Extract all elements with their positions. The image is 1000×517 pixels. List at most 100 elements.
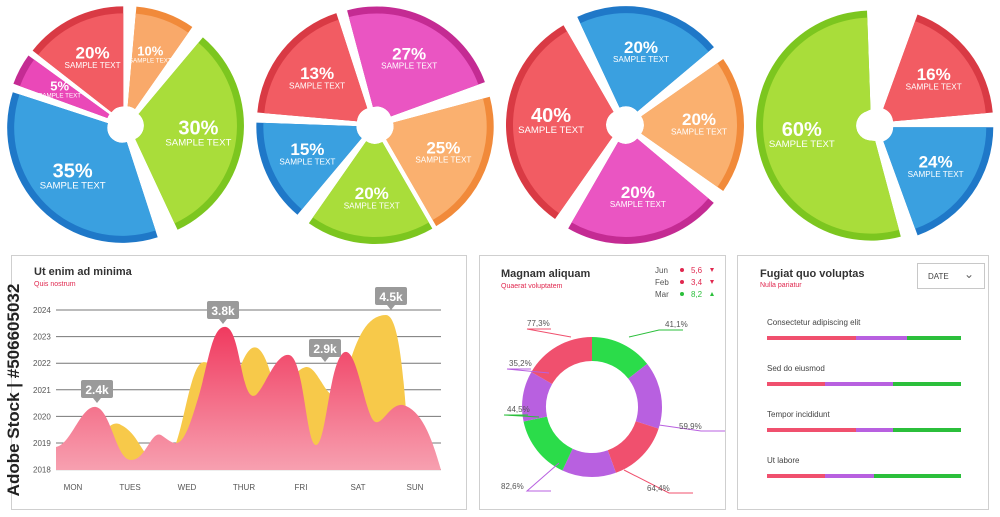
bar-label: Consectetur adipiscing elit [767,318,861,327]
pie-slice: 20%SAMPLE TEXT [641,59,745,191]
pie-slice-value: 60% [782,119,822,141]
pie-slice-fill [513,31,614,214]
donut-chart-subtitle: Quaerat voluptatem [501,283,563,290]
pie-slice: 25%SAMPLE TEXT [386,96,494,227]
value-callout: 2.4k [81,380,113,403]
donut-segment [628,363,662,429]
value-callout: 3.8k [207,301,239,324]
pie-slice: 20% SAMPLE TEXT [32,6,124,113]
stacked-bar [767,382,961,386]
bar-label: Tempor incididunt [767,410,830,419]
bar-segment [873,474,961,478]
callout-pointer [93,398,101,403]
area-chart: 2024 2023 2022 2021 2020 2019 2018 MON TUES WED TH… [33,287,441,492]
bars-subtitle: Nulla pariatur [760,282,802,289]
pie-slice-value: 20% [76,43,110,62]
donut-leader-line [623,469,693,494]
value-callout: 2.9k [309,339,341,362]
donut-leader-line [628,329,683,338]
y-tick-label: 2022 [33,359,51,368]
legend-row: Mar 8,2 [655,290,714,299]
callout-label: 2.4k [85,383,109,397]
y-tick-label: 2021 [33,386,51,395]
y-tick-label: 2019 [33,439,51,448]
donut-segment [592,337,648,379]
pie-slice-value: 5% [50,78,69,93]
callout-box [81,380,113,398]
bar-label: Ut labore [767,456,800,465]
pie-slice-fill [763,17,899,234]
legend-value: 5,6 [691,266,703,275]
pie-slice: 20%SAMPLE TEXT [308,141,433,244]
x-tick-label: SUN [407,483,424,492]
callout-box [309,339,341,357]
stacked-bar [767,336,961,340]
donut-segment [523,416,573,471]
chevron-down-icon: ⌄ [963,267,974,281]
pie-slice-label: SAMPLE TEXT [613,55,669,64]
pie-slice-label: SAMPLE TEXT [129,58,172,65]
donut-label: 77,3% [527,319,550,328]
area-chart-title: Ut enim ad minima [34,266,132,278]
bar-segment [767,336,857,340]
bar-segment [767,428,857,432]
pie-slice: 24%SAMPLE TEXT [883,127,994,236]
y-tick-label: 2018 [33,466,51,475]
pie-slice-label: SAMPLE TEXT [769,139,835,150]
donut-callout: 59,9% [658,422,725,432]
donut-callout: 82,6% [501,462,560,492]
pie-slice-fill [883,127,987,229]
donut-leader-line [503,414,540,418]
legend-value: 8,2 [691,290,703,299]
donut-leader-line [658,424,725,432]
donut-label: 41,1% [665,320,688,329]
pie-slice-label: SAMPLE TEXT [165,138,231,149]
pie-slice-value: 16% [917,65,951,84]
pie-slice-fill [263,122,362,210]
pie-slice-fill [14,94,156,236]
pie-center-hole [359,109,391,141]
donut-segment [562,448,616,477]
pie-slice-fill [19,59,110,118]
pie-slice-label: SAMPLE TEXT [344,201,400,210]
pie-slice-label: SAMPLE TEXT [279,157,335,166]
donut-segment [522,372,553,422]
pie-slice-value: 20% [355,184,389,203]
pie-slice-value: 13% [300,64,334,83]
pie-slice: 20%SAMPLE TEXT [568,138,714,244]
callout-pointer [387,305,395,310]
trend-down-icon [710,268,714,272]
pie-slice-label: SAMPLE TEXT [38,92,81,99]
pie-slice-value: 20% [682,110,716,129]
legend-dot [680,292,684,296]
donut-callout: 64,4% [623,469,693,494]
y-tick-label: 2023 [33,333,51,342]
pie-slice-label: SAMPLE TEXT [518,125,584,136]
donut-label: 59,9% [679,422,702,431]
pie-slice: 30%SAMPLE TEXT [135,37,244,230]
pie-center-hole [109,109,141,141]
pie-slice-label: SAMPLE TEXT [415,156,471,165]
pie-slice-value: 24% [919,152,953,171]
donut-callout: 44,5% [503,405,540,418]
donut-segment [531,337,592,384]
pie-slice-value: 27% [392,44,426,63]
date-dropdown[interactable]: DATE ⌄ [917,263,985,289]
bar-segment [856,336,907,340]
date-dropdown-label: DATE [928,272,949,281]
pie-slice-fill [348,13,479,117]
pie-slice-value: 15% [290,140,324,159]
donut-leader-line [525,462,560,492]
value-callout: 4.5k [375,287,407,310]
pie-slice-label: SAMPLE TEXT [908,170,964,179]
pie-slice: 13%SAMPLE TEXT [257,13,368,122]
callout-pointer [219,319,227,324]
x-tick-label: THUR [233,483,255,492]
bar-label: Sed do eiusmod [767,364,825,373]
bar-segment [825,474,874,478]
pie-slice: 40%SAMPLE TEXT [506,25,614,220]
pie-slice-fill [883,21,986,122]
pie-slice-label: SAMPLE TEXT [671,127,727,136]
